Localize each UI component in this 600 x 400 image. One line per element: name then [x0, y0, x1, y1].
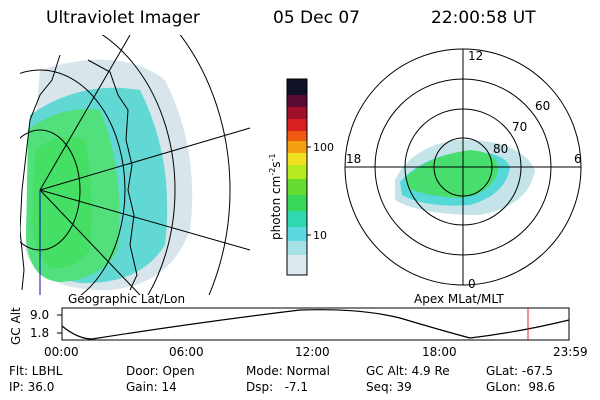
dsp-status: Dsp: -7.1 [246, 380, 309, 394]
mlt-label-0: 0 [468, 277, 476, 291]
geographic-panel-label: Geographic Lat/Lon [68, 292, 186, 306]
time-tick-2359: 23:59 [553, 345, 588, 359]
filter-status: Flt: LBHL [9, 364, 63, 378]
mlt-label-18: 18 [346, 152, 361, 166]
glat-status: GLat: -67.5 [486, 364, 553, 378]
time-tick-0000: 00:00 [44, 345, 79, 359]
seq-status: Seq: 39 [366, 380, 412, 394]
glon-status: GLon: 98.6 [486, 380, 556, 394]
polar-aurora-green [405, 150, 499, 198]
lat-label-80: 80 [493, 142, 508, 156]
lat-label-60: 60 [535, 99, 550, 113]
gc-alt-status: GC Alt: 4.9 Re [366, 364, 450, 378]
time-readout: 22:00:58 UT [431, 8, 536, 28]
altitude-curve [61, 309, 570, 340]
coastline [87, 59, 138, 291]
time-tick-1200: 12:00 [295, 345, 330, 359]
colorbar-tick-10: 10 [313, 229, 327, 242]
lat-label-70: 70 [512, 120, 527, 134]
alt-ymin: 1.8 [30, 326, 49, 340]
gain-status: Gain: 14 [126, 380, 177, 394]
time-tick-1800: 18:00 [422, 345, 457, 359]
polar-plot: 12 18 6 0 60 70 80 [344, 48, 582, 291]
alt-ylabel: GC Alt [9, 307, 23, 345]
mlt-label-6: 6 [574, 152, 582, 166]
door-status: Door: Open [126, 364, 195, 378]
time-tick-0600: 06:00 [169, 345, 204, 359]
colorbar-tick-100: 100 [313, 141, 334, 154]
instrument-title: Ultraviolet Imager [46, 8, 200, 28]
ip-status: IP: 36.0 [9, 380, 55, 394]
mlt-label-12: 12 [468, 49, 483, 63]
date-readout: 05 Dec 07 [273, 8, 360, 28]
coastline-west [20, 54, 61, 291]
aurora-green-inner [32, 136, 92, 269]
colorbar: 100 10 photon cm-2s-1 [268, 78, 334, 276]
mode-status: Mode: Normal [246, 364, 330, 378]
altitude-plot: 9.0 1.8 GC Alt [9, 307, 570, 345]
apex-panel-label: Apex MLat/MLT [414, 292, 504, 306]
colorbar-unit: photon cm-2s-1 [268, 153, 283, 240]
alt-ymax: 9.0 [30, 308, 49, 322]
